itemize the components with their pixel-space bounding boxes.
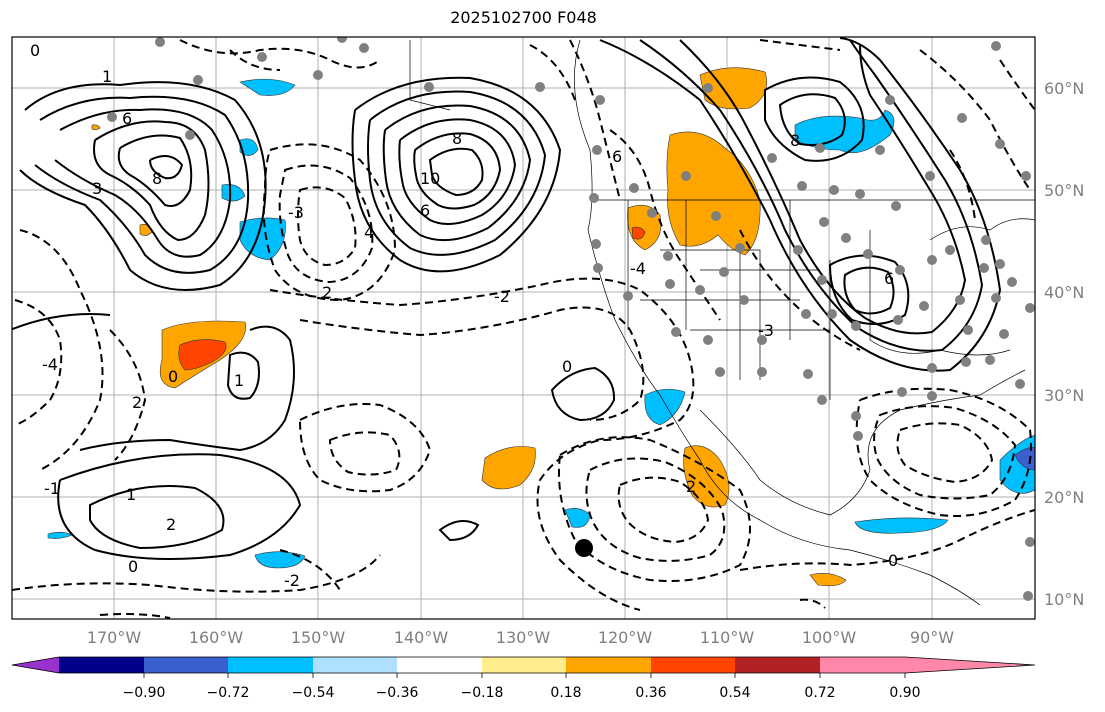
colorbar-segment xyxy=(144,657,228,673)
svg-text:8: 8 xyxy=(790,131,800,150)
svg-text:-3: -3 xyxy=(758,321,774,340)
colorbar-segment xyxy=(566,657,651,673)
svg-text:3: 3 xyxy=(92,179,102,198)
contour-labels: 1 6 8 0 3 4 2 -3 8 10 6 -4 0 1 2 -1 1 2 … xyxy=(30,41,898,590)
map-frame xyxy=(11,36,1036,620)
svg-text:4: 4 xyxy=(364,223,374,242)
svg-text:2: 2 xyxy=(686,477,696,496)
svg-text:-3: -3 xyxy=(288,203,304,222)
svg-text:0: 0 xyxy=(888,551,898,570)
target-marker xyxy=(575,539,593,557)
lon-label: 170°W xyxy=(87,628,142,647)
svg-text:-2: -2 xyxy=(284,571,300,590)
colorbar-segment xyxy=(397,657,482,673)
svg-text:6: 6 xyxy=(122,109,132,128)
svg-text:2: 2 xyxy=(132,393,142,412)
colorbar-segment xyxy=(228,657,313,673)
svg-text:6: 6 xyxy=(420,201,430,220)
lat-label: 60°N xyxy=(1044,79,1084,98)
plot-title: 2025102700 F048 xyxy=(450,8,597,27)
lat-label: 20°N xyxy=(1044,488,1084,507)
colorbar-tick: 0.18 xyxy=(550,685,581,701)
svg-text:0: 0 xyxy=(168,367,178,386)
svg-text:2: 2 xyxy=(166,515,176,534)
colorbar-tick: −0.90 xyxy=(123,685,166,701)
lon-label: 150°W xyxy=(291,628,346,647)
svg-text:8: 8 xyxy=(452,129,462,148)
lon-label: 140°W xyxy=(394,628,449,647)
lon-label: 120°W xyxy=(598,628,653,647)
svg-text:1: 1 xyxy=(102,67,112,86)
svg-text:6: 6 xyxy=(884,269,894,288)
svg-text:0: 0 xyxy=(562,357,572,376)
svg-text:0: 0 xyxy=(30,41,40,60)
colorbar-segment xyxy=(59,657,144,673)
colorbar-segment xyxy=(651,657,735,673)
longitude-labels: 170°W 160°W 150°W 140°W 130°W 120°W 110°… xyxy=(87,628,954,647)
svg-text:0: 0 xyxy=(128,557,138,576)
lon-label: 130°W xyxy=(496,628,551,647)
lat-label: 10°N xyxy=(1044,590,1084,609)
colorbar-segment xyxy=(482,657,566,673)
lat-label: 40°N xyxy=(1044,283,1084,302)
lat-label: 30°N xyxy=(1044,386,1084,405)
lon-label: 90°W xyxy=(910,628,954,647)
svg-text:-2: -2 xyxy=(494,287,510,306)
colorbar-tick: 0.72 xyxy=(804,685,835,701)
svg-text:1: 1 xyxy=(234,371,244,390)
colorbar-tick: 0.54 xyxy=(719,685,750,701)
lon-label: 100°W xyxy=(802,628,857,647)
svg-text:8: 8 xyxy=(152,169,162,188)
map-area: 1 6 8 0 3 4 2 -3 8 10 6 -4 0 1 2 -1 1 2 … xyxy=(12,37,1035,619)
shaded-anomalies xyxy=(47,67,1035,587)
colorbar-segment xyxy=(905,657,1035,673)
negative-contours xyxy=(12,39,1035,619)
colorbar-tick: −0.72 xyxy=(207,685,250,701)
svg-text:6: 6 xyxy=(612,147,622,166)
colorbar-tick: 0.90 xyxy=(889,685,920,701)
latitude-labels: 60°N 50°N 40°N 30°N 20°N 10°N xyxy=(1044,79,1084,609)
colorbar-segment xyxy=(735,657,820,673)
svg-text:-4: -4 xyxy=(630,259,646,278)
svg-text:1: 1 xyxy=(126,485,136,504)
svg-text:2: 2 xyxy=(322,283,332,302)
colorbar-tick: −0.18 xyxy=(461,685,504,701)
station-markers xyxy=(107,37,1035,601)
colorbar-segment xyxy=(313,657,397,673)
positive-contours xyxy=(12,37,1002,560)
lat-label: 50°N xyxy=(1044,181,1084,200)
svg-text:10: 10 xyxy=(420,169,440,188)
colorbar-tick: 0.36 xyxy=(635,685,666,701)
svg-text:-4: -4 xyxy=(42,355,58,374)
lon-label: 110°W xyxy=(700,628,755,647)
lon-label: 160°W xyxy=(189,628,244,647)
colorbar-tick: −0.36 xyxy=(376,685,419,701)
colorbar-segment xyxy=(12,657,59,673)
svg-text:-1: -1 xyxy=(44,479,60,498)
colorbar-tick: −0.54 xyxy=(292,685,335,701)
colorbar: −0.90 −0.72 −0.54 −0.36 −0.18 0.18 0.36 … xyxy=(11,656,1036,701)
colorbar-segment xyxy=(820,657,905,673)
